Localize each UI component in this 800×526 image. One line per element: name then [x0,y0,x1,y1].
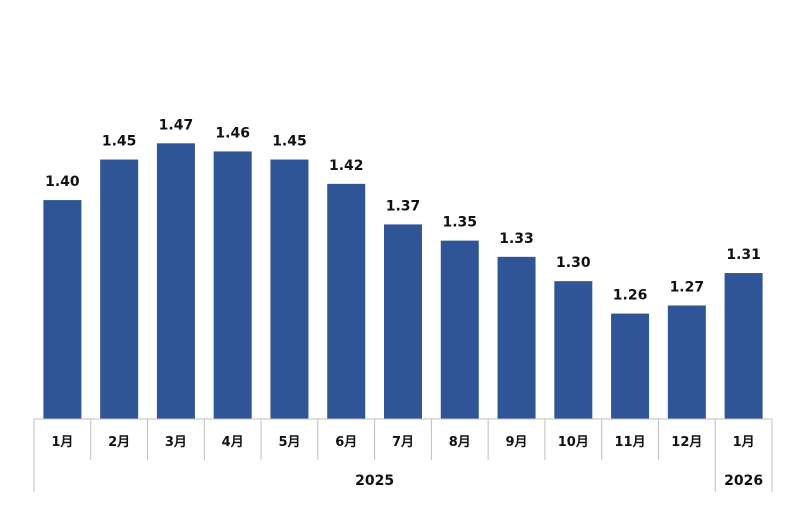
bar [497,256,536,419]
x-tick-label: 9月 [506,435,528,450]
bar [43,200,82,419]
x-tick-label: 5月 [278,435,300,450]
value-label: 1.37 [386,198,421,214]
value-label: 1.47 [159,117,194,133]
bar [270,159,309,420]
value-label: 1.35 [442,215,477,231]
x-tick-label: 2月 [108,435,130,450]
value-label: 1.42 [329,158,364,174]
bar [440,240,479,419]
value-label: 1.27 [670,279,705,295]
x-tick-label: 3月 [165,435,187,450]
bar [156,143,195,419]
x-tick-label: 6月 [335,435,357,450]
x-tick-label: 1月 [733,435,755,450]
value-label: 1.45 [102,134,137,150]
value-label: 1.45 [272,134,307,150]
year-group-label: 2025 [355,473,394,489]
value-label: 1.40 [45,174,80,190]
x-tick-label: 7月 [392,435,414,450]
x-tick-label: 12月 [671,435,702,450]
x-tick-label: 10月 [558,435,589,450]
x-tick-label: 11月 [615,435,646,450]
x-tick-label: 1月 [51,435,73,450]
bar [384,224,422,419]
value-label: 1.33 [499,231,534,247]
x-tick-label: 4月 [222,435,244,450]
bar [100,159,139,420]
bar [554,281,593,419]
bar [611,313,650,419]
value-label: 1.30 [556,255,591,271]
bar [667,305,706,419]
value-label: 1.46 [215,125,250,141]
value-label: 1.26 [613,288,648,304]
bar [213,151,252,419]
value-label: 1.31 [726,247,761,263]
bar [724,273,763,419]
year-group-label: 2026 [724,473,763,489]
x-tick-label: 8月 [449,435,471,450]
bar [327,183,366,419]
